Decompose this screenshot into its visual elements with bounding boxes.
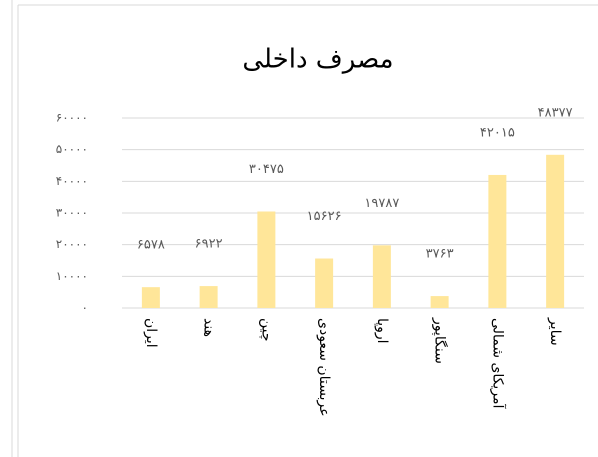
y-tick-label: ۰ [82,301,88,315]
x-tick-label: اروپا [374,318,390,344]
x-tick-label: چین [258,318,274,342]
bar [430,296,449,308]
x-tick-label: سایر [547,317,563,346]
y-tick-label: ۳۰۰۰۰ [56,206,88,220]
bar [315,258,334,308]
bar [546,154,565,308]
y-tick-label: ۵۰۰۰۰ [56,142,88,156]
bar [372,245,391,308]
y-tick-label: ۶۰۰۰۰ [56,111,88,125]
y-tick-label: ۲۰۰۰۰ [56,237,88,251]
x-tick-label: آمریکای شمالی [489,318,506,410]
x-tick-label: سنگاپور [432,317,449,364]
data-label: ۴۲۰۱۵ [480,125,515,140]
x-tick-label: عربستان سعودی [316,318,332,417]
y-tick-label: ۴۰۰۰۰ [56,174,88,188]
data-label: ۶۵۷۸ [137,238,165,253]
x-tick-label: ایران [143,318,159,348]
data-label: ۳۰۴۷۵ [249,162,284,177]
bar [141,287,160,308]
chart-title: مصرف داخلی [242,45,393,75]
data-label: ۱۵۶۲۶ [307,209,342,224]
data-label: ۳۷۶۳ [426,247,454,262]
x-tick-label: هند [201,318,217,337]
bar [199,286,218,308]
data-label: ۱۹۷۸۷ [364,196,399,211]
bar [488,174,507,308]
y-tick-label: ۱۰۰۰۰ [56,269,88,283]
data-label: ۴۸۳۷۷ [538,105,573,120]
data-label: ۶۹۲۲ [195,237,223,252]
bar [257,211,276,308]
